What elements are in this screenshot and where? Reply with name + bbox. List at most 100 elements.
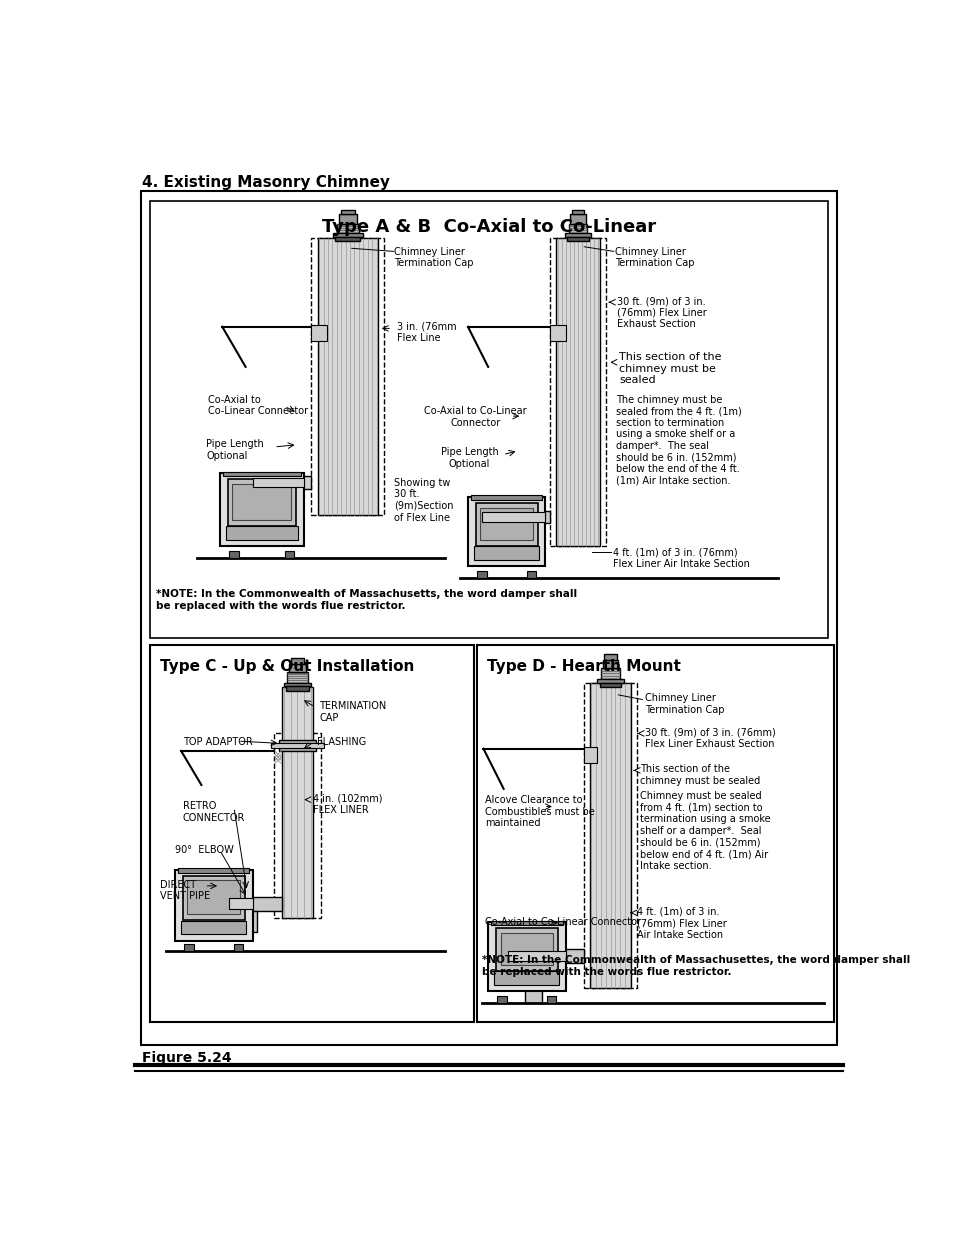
Text: RETRO
CONNECTOR: RETRO CONNECTOR [183, 802, 245, 823]
Bar [526, 571, 536, 578]
Text: 3 in. (76mm
Flex Line: 3 in. (76mm Flex Line [396, 321, 456, 343]
Text: The chimney must be
sealed from the 4 ft. (1m)
section to termination
using a sm: The chimney must be sealed from the 4 ft… [616, 395, 741, 485]
Text: Co-Axial to Co-Linear Connector: Co-Axial to Co-Linear Connector [484, 916, 640, 926]
Text: 4 ft. (1m) of 3 in.
(76mm) Flex Liner
Air Intake Section: 4 ft. (1m) of 3 in. (76mm) Flex Liner Ai… [637, 906, 726, 940]
Bar [604, 655, 617, 661]
Bar [311, 325, 327, 341]
Bar [181, 920, 246, 935]
Bar [278, 740, 315, 751]
Bar [340, 210, 355, 215]
Bar [476, 571, 486, 578]
Bar [338, 215, 356, 224]
Bar [287, 672, 307, 683]
Text: Type C - Up & Out Installation: Type C - Up & Out Installation [159, 658, 414, 674]
Bar [283, 683, 311, 687]
Text: 30 ft. (9m) of 3 in.
(76mm) Flex Liner
Exhaust Section: 30 ft. (9m) of 3 in. (76mm) Flex Liner E… [617, 296, 706, 330]
Bar [550, 237, 605, 546]
Text: Type A & B  Co-Axial to Co-Linear: Type A & B Co-Axial to Co-Linear [321, 217, 656, 236]
Text: *NOTE: In the Commonwealth of Massachusettes, the word damper shall
be replaced : *NOTE: In the Commonwealth of Massachuse… [481, 955, 909, 977]
Bar [474, 546, 538, 561]
Bar [496, 929, 558, 971]
Text: TOP ADAPTOR: TOP ADAPTOR [183, 737, 253, 747]
Text: Co-Axial to Co-Linear
Connector: Co-Axial to Co-Linear Connector [424, 406, 526, 427]
Text: Co-Axial to
Co-Linear Connector: Co-Axial to Co-Linear Connector [208, 395, 308, 416]
Bar [599, 683, 620, 687]
Bar [183, 876, 245, 920]
Bar [233, 484, 291, 520]
Bar [184, 944, 193, 951]
Bar [471, 495, 542, 500]
Text: This section of the
chimney must be sealed: This section of the chimney must be seal… [639, 764, 760, 785]
Text: 30 ft. (9m) of 3 in. (76mm)
Flex Liner Exhaust Section: 30 ft. (9m) of 3 in. (76mm) Flex Liner E… [644, 727, 775, 748]
Bar [600, 668, 619, 679]
Bar [508, 951, 565, 961]
Bar [568, 224, 587, 233]
Bar [261, 477, 311, 489]
Text: Chimney must be sealed
from 4 ft. (1m) section to
termination using a smoke
shel: Chimney must be sealed from 4 ft. (1m) s… [639, 792, 770, 871]
Bar [229, 898, 253, 909]
Bar [223, 472, 300, 477]
Text: 4 in. (102mm)
FLEX LINER: 4 in. (102mm) FLEX LINER [313, 793, 382, 815]
Bar [583, 683, 637, 988]
Bar [285, 551, 294, 558]
Bar [583, 747, 596, 763]
Text: Chimney Liner
Termination Cap: Chimney Liner Termination Cap [615, 247, 694, 268]
Bar [546, 995, 556, 1003]
Text: Chimney Liner
Termination Cap: Chimney Liner Termination Cap [394, 247, 474, 268]
Bar [514, 948, 583, 963]
Bar [478, 508, 493, 526]
Bar [241, 910, 257, 932]
Bar [550, 325, 565, 341]
Text: Figure 5.24: Figure 5.24 [142, 1051, 232, 1065]
Bar [556, 237, 599, 546]
Text: 90°  ELBOW: 90° ELBOW [174, 845, 233, 855]
Bar [570, 215, 585, 224]
Bar [476, 503, 537, 546]
Bar [525, 963, 542, 1003]
Bar [602, 661, 618, 668]
Bar [271, 743, 323, 748]
Bar [488, 923, 565, 992]
Bar [229, 551, 238, 558]
Bar [226, 526, 297, 540]
Bar [336, 224, 358, 233]
Bar [261, 489, 276, 511]
Bar [590, 683, 630, 988]
Bar [311, 237, 384, 515]
Text: *NOTE: In the Commonwealth of Massachusetts, the word damper shall
be replaced w: *NOTE: In the Commonwealth of Massachuse… [156, 589, 577, 611]
Bar [317, 237, 377, 515]
Text: Alcove Clearance to
Combustibles must be
maintained: Alcove Clearance to Combustibles must be… [484, 795, 594, 829]
Bar [150, 200, 827, 638]
Bar [480, 508, 533, 540]
Text: This section of the
chimney must be
sealed: This section of the chimney must be seal… [618, 352, 720, 385]
Text: 4 ft. (1m) of 3 in. (76mm)
Flex Liner Air Intake Section: 4 ft. (1m) of 3 in. (76mm) Flex Liner Ai… [612, 547, 749, 568]
Bar [233, 944, 243, 951]
Text: FLASHING: FLASHING [316, 737, 366, 747]
Bar [494, 524, 509, 562]
Bar [506, 945, 518, 967]
Bar [497, 995, 506, 1003]
Bar [286, 687, 309, 692]
Bar [150, 645, 474, 1023]
Bar [253, 478, 303, 487]
Bar [500, 932, 553, 966]
Bar [141, 190, 836, 1045]
Bar [289, 664, 306, 672]
Bar [564, 233, 591, 237]
Bar [220, 473, 303, 546]
Bar [241, 897, 282, 910]
Bar [491, 920, 562, 925]
Bar [174, 869, 253, 941]
Bar [571, 210, 583, 215]
Text: TERMINATION
CAP: TERMINATION CAP [319, 701, 386, 722]
Bar [567, 237, 588, 241]
Bar [494, 972, 558, 986]
Bar [178, 868, 249, 873]
Text: Chimney Liner
Termination Cap: Chimney Liner Termination Cap [644, 693, 723, 715]
Bar [187, 881, 240, 914]
Bar [484, 511, 550, 524]
Bar [335, 237, 360, 241]
Bar [597, 679, 623, 683]
Bar [251, 473, 263, 492]
Bar [481, 513, 545, 521]
